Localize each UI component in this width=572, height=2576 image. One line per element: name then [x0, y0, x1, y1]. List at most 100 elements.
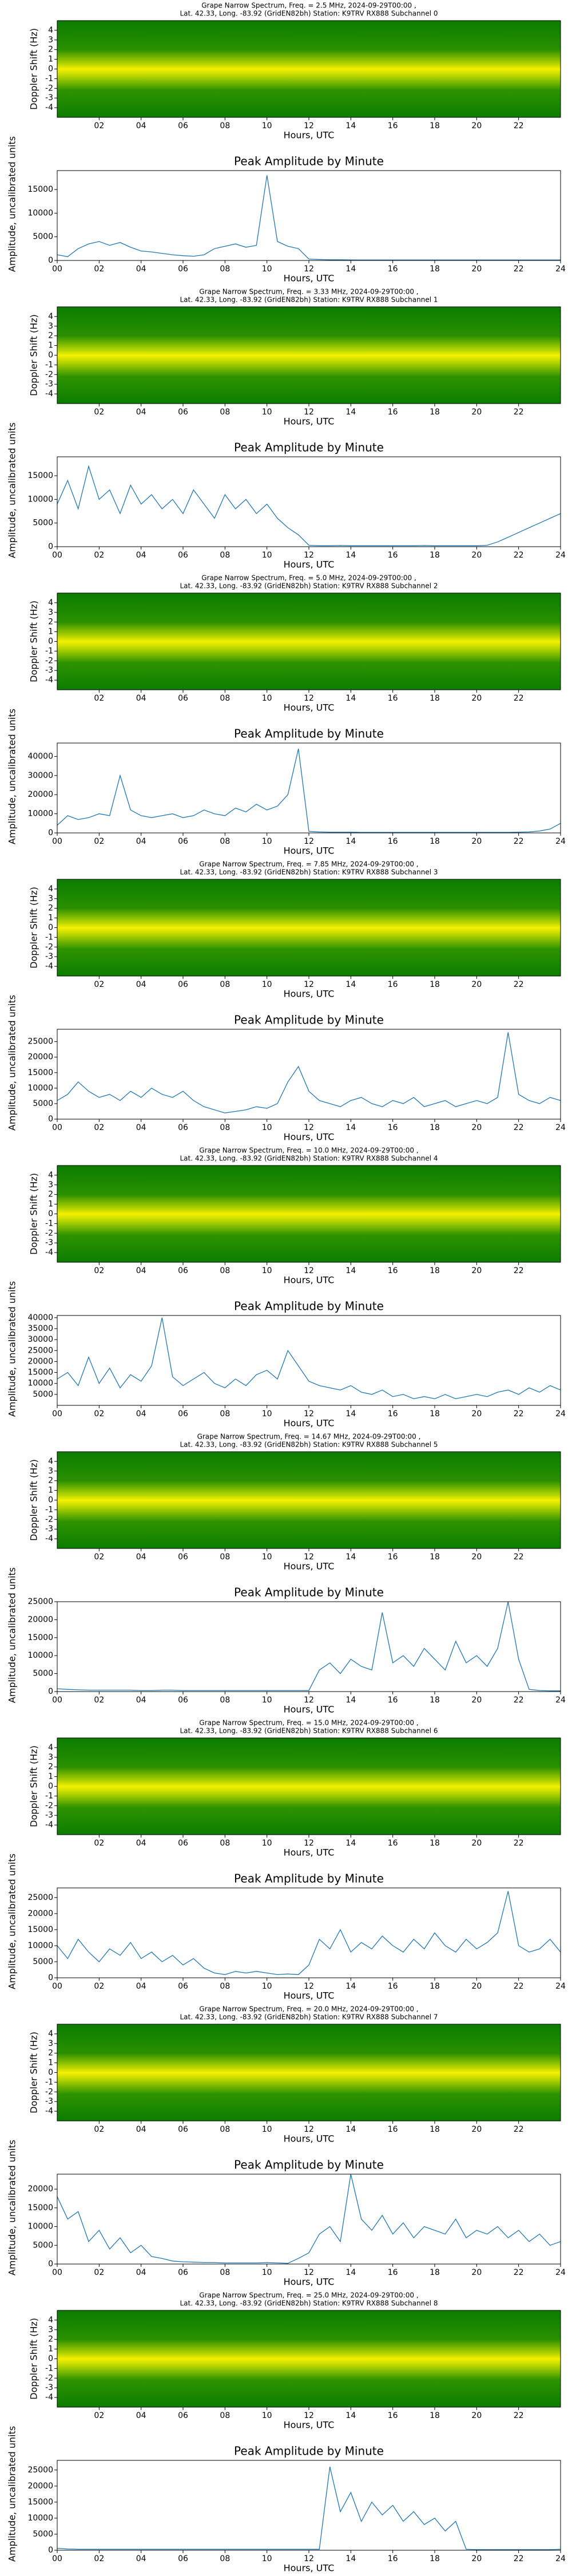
- spectrogram-image: [57, 2024, 561, 2121]
- plot-frame: [57, 2174, 561, 2265]
- chart-title: Peak Amplitude by Minute: [234, 155, 384, 168]
- y-tick-label: 4: [48, 312, 53, 321]
- y-tick-label: -2: [45, 84, 53, 93]
- y-tick-label: 10000: [27, 1651, 53, 1660]
- y-tick-label: 0: [48, 65, 53, 74]
- y-tick-label: 3: [48, 322, 53, 331]
- x-tick-label: 20: [471, 121, 482, 131]
- x-axis-label: Hours, UTC: [284, 1990, 335, 2001]
- y-tick-label: 3: [48, 1467, 53, 1476]
- y-axis-label: Doppler Shift (Hz): [29, 887, 39, 969]
- y-tick-label: -4: [45, 1534, 53, 1543]
- x-tick-label: 14: [345, 1839, 356, 1848]
- x-tick-label: 24: [555, 2268, 566, 2277]
- x-tick-label: 14: [345, 694, 356, 703]
- y-tick-label: -3: [45, 1524, 53, 1534]
- chart-subtitle: Lat. 42.33, Long. -83.92 (GridEN82bh) St…: [180, 2300, 438, 2308]
- x-tick-label: 00: [52, 551, 62, 560]
- y-tick-label: -2: [45, 1801, 53, 1810]
- data-line: [57, 465, 561, 546]
- x-tick-label: 12: [304, 1266, 314, 1275]
- y-tick-label: 1: [48, 1200, 53, 1209]
- x-tick-label: 12: [304, 121, 314, 131]
- x-tick-label: 22: [514, 694, 524, 703]
- y-axis-label: Doppler Shift (Hz): [29, 2032, 39, 2113]
- x-tick-label: 16: [388, 2554, 398, 2563]
- x-tick-label: 14: [345, 1409, 356, 1419]
- x-tick-label: 16: [388, 837, 398, 846]
- y-axis-label: Doppler Shift (Hz): [29, 2318, 39, 2400]
- x-tick-label: 20: [471, 2411, 482, 2420]
- y-tick-label: 20000: [27, 1615, 53, 1624]
- x-tick-label: 00: [52, 837, 62, 846]
- y-tick-label: 20000: [27, 2482, 53, 2491]
- x-tick-label: 04: [136, 2411, 146, 2420]
- y-axis-label: Doppler Shift (Hz): [29, 314, 39, 396]
- y-tick-label: 0: [48, 1115, 53, 1124]
- plot-frame: [57, 20, 561, 118]
- y-axis-label: Amplitude, uncalibrated units: [7, 136, 18, 272]
- y-tick-label: 5000: [33, 519, 53, 528]
- x-tick-label: 20: [471, 408, 482, 417]
- x-tick-label: 08: [220, 2411, 230, 2420]
- x-axis-label: Hours, UTC: [284, 1561, 335, 1572]
- x-axis-label: Hours, UTC: [284, 273, 335, 284]
- y-tick-label: 0: [48, 637, 53, 646]
- y-tick-label: 15000: [27, 2498, 53, 2507]
- x-tick-label: 02: [94, 264, 104, 274]
- x-tick-label: 18: [430, 2554, 440, 2563]
- y-tick-label: 1: [48, 1486, 53, 1495]
- x-tick-label: 12: [304, 2554, 314, 2563]
- x-tick-label: 04: [136, 837, 146, 846]
- x-tick-label: 22: [514, 551, 524, 560]
- data-line: [57, 1032, 561, 1113]
- data-line: [57, 1317, 561, 1400]
- y-tick-label: 0: [48, 256, 53, 265]
- x-tick-label: 18: [430, 264, 440, 274]
- x-tick-label: 16: [388, 2411, 398, 2420]
- x-tick-label: 24: [555, 1123, 566, 1132]
- x-tick-label: 06: [178, 980, 188, 989]
- y-tick-label: 2: [48, 2049, 53, 2058]
- spectrogram-image: [57, 1165, 561, 1262]
- x-tick-label: 16: [388, 694, 398, 703]
- x-tick-label: 12: [304, 1409, 314, 1419]
- y-tick-label: 4: [48, 884, 53, 894]
- x-tick-label: 18: [430, 980, 440, 989]
- x-tick-label: 20: [471, 1123, 482, 1132]
- x-tick-label: 10: [262, 2125, 272, 2134]
- y-tick-label: -1: [45, 933, 53, 942]
- y-tick-label: -1: [45, 74, 53, 83]
- x-tick-label: 04: [136, 980, 146, 989]
- y-tick-label: -2: [45, 2373, 53, 2383]
- y-tick-label: -2: [45, 1228, 53, 1238]
- x-tick-label: 16: [388, 264, 398, 274]
- x-tick-label: 16: [388, 1123, 398, 1132]
- x-tick-label: 10: [262, 1982, 272, 1991]
- x-tick-label: 12: [304, 837, 314, 846]
- x-tick-label: 02: [94, 2411, 104, 2420]
- y-axis-label: Doppler Shift (Hz): [29, 600, 39, 682]
- y-tick-label: 0: [48, 2546, 53, 2555]
- y-tick-label: -1: [45, 2077, 53, 2087]
- y-tick-label: 0: [48, 2259, 53, 2269]
- y-tick-label: 40000: [27, 752, 53, 761]
- x-tick-label: 22: [514, 121, 524, 131]
- x-tick-label: 02: [94, 2268, 104, 2277]
- chart-title: Peak Amplitude by Minute: [234, 2444, 384, 2458]
- x-tick-label: 24: [555, 1409, 566, 1419]
- x-tick-label: 12: [304, 1982, 314, 1991]
- plot-frame: [57, 592, 561, 690]
- x-tick-label: 06: [178, 408, 188, 417]
- spectrogram-image: [57, 593, 561, 690]
- x-tick-label: 14: [345, 551, 356, 560]
- y-tick-label: 0: [48, 1973, 53, 1982]
- x-tick-label: 02: [94, 2125, 104, 2134]
- y-tick-label: 3: [48, 1753, 53, 1762]
- y-tick-label: 0: [48, 923, 53, 933]
- x-tick-label: 18: [430, 694, 440, 703]
- x-tick-label: 14: [345, 1982, 356, 1991]
- y-tick-label: -1: [45, 1505, 53, 1514]
- x-tick-label: 04: [136, 1123, 146, 1132]
- x-tick-label: 24: [555, 1982, 566, 1991]
